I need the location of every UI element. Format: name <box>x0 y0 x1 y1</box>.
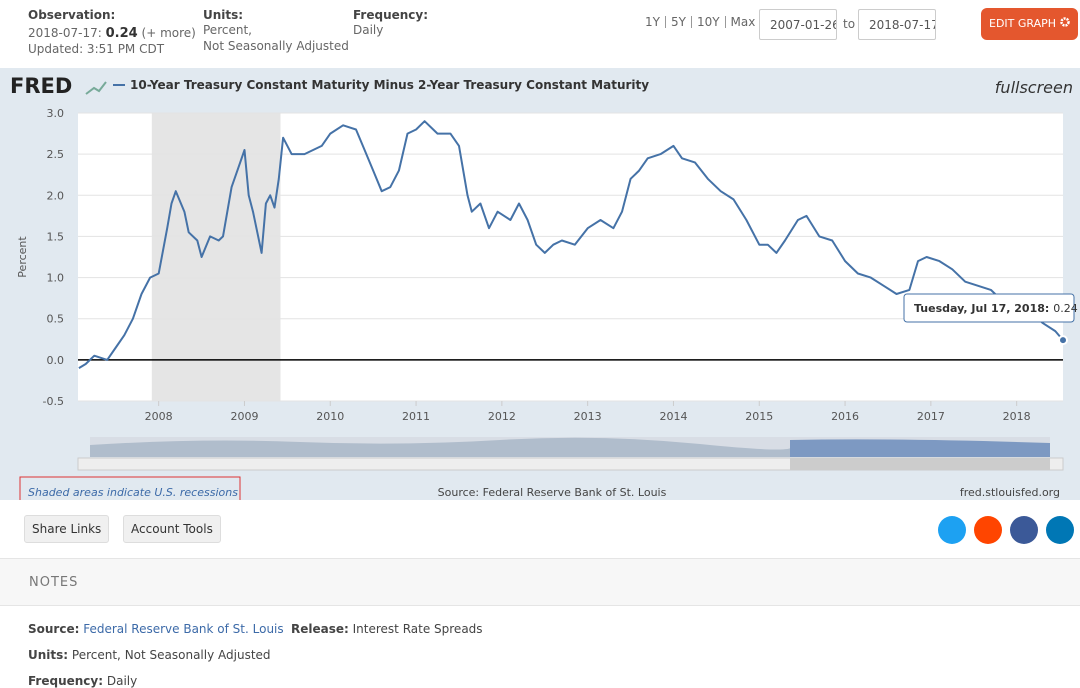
range-buttons: 1Y 5Y 10Y Max <box>640 15 760 29</box>
note-value: Interest Rate Spreads <box>352 622 483 636</box>
start-date-input[interactable]: 2007-01-26 <box>759 9 837 40</box>
note-label: Release: <box>291 622 349 636</box>
navigator-selection <box>790 439 1050 457</box>
x-tick-label: 2008 <box>145 410 173 423</box>
chart: FRED 10-Year Treasury Constant Maturity … <box>10 74 1078 500</box>
notes-header <box>0 558 1080 606</box>
y-tick-label: 1.5 <box>47 230 65 243</box>
social-icons <box>938 516 1074 544</box>
highlight-box <box>19 476 241 500</box>
hover-point <box>1058 335 1068 346</box>
tooltip-box <box>903 293 1075 323</box>
note-item: Units: Percent, Not Seasonally Adjusted <box>28 648 271 662</box>
more-link[interactable]: (+ more) <box>141 26 196 40</box>
note-label: Frequency: <box>28 674 104 688</box>
units-line: Percent, <box>203 23 252 37</box>
y-tick-label: 2.5 <box>47 148 65 161</box>
tooltip-date: Tuesday, Jul 17, 2018: <box>914 302 1049 315</box>
tooltip: Tuesday, Jul 17, 2018: 0.24 <box>914 302 1078 315</box>
updated: Updated: 3:51 PM CDT <box>28 42 165 56</box>
share-links-button[interactable]: Share Links <box>24 515 110 543</box>
note-value: Daily <box>106 674 138 688</box>
recession-band <box>151 113 281 401</box>
range-button[interactable]: 1Y <box>645 15 660 29</box>
facebook-icon[interactable] <box>1010 516 1038 544</box>
logo-icon <box>85 81 107 95</box>
y-tick-label: 3.0 <box>47 107 65 120</box>
notes-heading: NOTES <box>29 575 79 590</box>
observation-label: Observation: <box>28 8 116 22</box>
x-tick-label: 2011 <box>402 410 430 423</box>
range-button[interactable]: Max <box>724 16 761 28</box>
reddit-icon[interactable] <box>974 516 1002 544</box>
recession-note: Shaded areas indicate U.S. recessions <box>28 486 238 499</box>
x-tick-label: 2018 <box>1003 410 1031 423</box>
note-item: Release: Interest Rate Spreads <box>291 622 483 636</box>
to-label: to <box>843 17 856 31</box>
units-line: Not Seasonally Adjusted <box>203 39 349 53</box>
x-tick-label: 2012 <box>488 410 516 423</box>
account-tools-button[interactable]: Account Tools <box>123 515 221 543</box>
observation: 2018-07-17: 0.24 (+ more) <box>28 26 196 41</box>
frequency: Daily <box>353 23 384 37</box>
y-axis-label: Percent <box>16 236 29 278</box>
y-tick-label: 2.0 <box>47 189 65 202</box>
note-value: Percent, Not Seasonally Adjusted <box>71 648 271 662</box>
y-tick-label: 0.0 <box>47 354 65 367</box>
fred-logo: FRED <box>10 74 72 98</box>
navigator-area <box>90 437 791 457</box>
x-tick-label: 2010 <box>316 410 344 423</box>
gear-icon <box>1059 17 1070 27</box>
x-tick-label: 2009 <box>230 410 258 423</box>
site: fred.stlouisfed.org <box>960 486 1060 499</box>
note-item: Source: Federal Reserve Bank of St. Loui… <box>28 622 284 636</box>
tooltip-value: 0.24 <box>1053 302 1078 315</box>
legend-label: 10-Year Treasury Constant Maturity Minus… <box>130 78 649 92</box>
observation-value: 0.24 <box>105 26 138 41</box>
frequency-label: Frequency: <box>353 8 429 22</box>
edit-graph-label: EDIT GRAPH <box>989 17 1057 30</box>
data-line <box>78 120 1064 369</box>
y-tick-label: 0.5 <box>47 313 65 326</box>
observation-date: 2018-07-17: <box>28 26 102 40</box>
x-tick-label: 2017 <box>917 410 945 423</box>
x-tick-label: 2014 <box>659 410 687 423</box>
note-label: Source: <box>28 622 80 636</box>
edit-graph-button[interactable]: EDIT GRAPH <box>981 8 1078 40</box>
note-item: Frequency: Daily <box>28 674 137 688</box>
x-tick-label: 2016 <box>831 410 859 423</box>
linkedin-icon[interactable] <box>1046 516 1074 544</box>
x-tick-label: 2013 <box>574 410 602 423</box>
note-value[interactable]: Federal Reserve Bank of St. Louis <box>83 622 284 636</box>
x-tick-label: 2015 <box>745 410 773 423</box>
y-tick-label: -0.5 <box>43 395 64 408</box>
range-button[interactable]: 10Y <box>690 16 725 28</box>
note-label: Units: <box>28 648 69 662</box>
chart-panel: FRED 10-Year Treasury Constant Maturity … <box>0 68 1080 500</box>
source: Source: Federal Reserve Bank of St. Loui… <box>438 486 667 499</box>
end-date-input[interactable]: 2018-07-17 <box>858 9 936 40</box>
y-tick-label: 1.0 <box>47 272 65 285</box>
fullscreen-link[interactable]: fullscreen <box>995 78 1073 97</box>
scrollbar-thumb[interactable] <box>790 458 1050 470</box>
units-label: Units: <box>203 8 244 22</box>
range-button[interactable]: 5Y <box>664 16 691 28</box>
twitter-icon[interactable] <box>938 516 966 544</box>
